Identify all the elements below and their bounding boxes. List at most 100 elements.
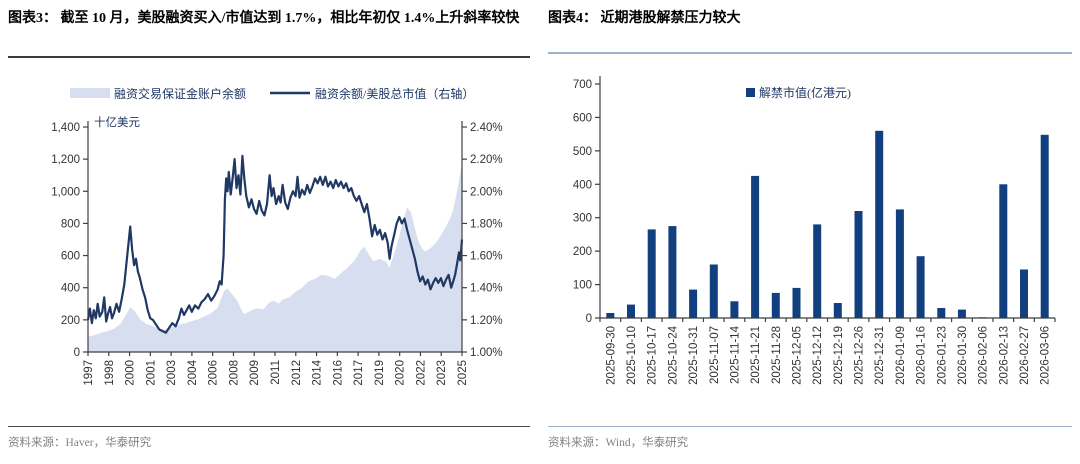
y-tick-label: 1.00%: [470, 347, 503, 359]
x-tick-label: 2025: [457, 360, 469, 386]
bar: [813, 224, 822, 318]
bar: [978, 317, 987, 318]
y-tick-label: 1,000: [51, 186, 80, 198]
axes: [599, 76, 1055, 319]
bar-series-unlock-value: [606, 130, 1049, 318]
figure-4-title-rule: [548, 52, 1072, 54]
y-tick-label: 400: [61, 283, 80, 295]
x-axis: 2025-09-30 2025-10-10 2025-10-17 2025-10-24…: [599, 318, 1056, 385]
margin-balance-dual-axis-chart: 02004006008001,0001,2001,4001.00%1.20%1.…: [51, 86, 503, 386]
area-series-margin-account-balance: [88, 161, 462, 352]
y-axis-left: 0 200 400 600 800 1,000 1,200 1,400: [51, 122, 88, 359]
bar: [1040, 134, 1049, 318]
y-tick-label: 0: [74, 347, 80, 359]
bar: [771, 292, 780, 318]
bar: [854, 211, 863, 318]
figure-4-panel: 图表4： 近期港股解禁压力较大 0 100 200 300 400 500 600 700 20…: [548, 6, 1072, 458]
x-tick-label: 2003: [166, 360, 178, 386]
x-tick-label: 2025-10-10: [626, 326, 638, 385]
x-tick-label: 2001: [145, 360, 157, 386]
y-axis: 0 100 200 300 400 500 600 700: [573, 79, 600, 325]
y-tick-label: 1.80%: [470, 218, 503, 230]
bar: [709, 264, 718, 318]
x-tick-label: 2025-09-30: [605, 326, 617, 385]
bar: [916, 256, 925, 318]
x-tick-label: 2026-01-23: [936, 326, 948, 385]
figure-4-title: 图表4： 近期港股解禁压力较大: [548, 11, 741, 26]
x-tick-label: 2025-11-07: [709, 326, 721, 384]
x-tick-label: 2025-12-19: [833, 326, 845, 385]
y-tick-label: 800: [61, 218, 80, 230]
line-series-margin-to-mktcap: [86, 154, 464, 334]
bar: [792, 287, 801, 318]
x-tick-label: 2008: [228, 360, 240, 386]
y-tick-label: 0: [586, 313, 592, 325]
y-tick-label: 1.40%: [470, 283, 503, 295]
x-tick-label: 2025-12-31: [874, 326, 886, 385]
x-tick-label: 2014: [312, 359, 324, 385]
y-tick-label: 2.40%: [470, 122, 503, 134]
x-tick-label: 2004: [187, 359, 199, 385]
x-tick-label: 2020: [395, 360, 407, 386]
left-axis-unit-label: 十亿美元: [94, 115, 140, 129]
bar: [606, 313, 615, 318]
bar: [668, 226, 677, 318]
y-tick-label: 2.20%: [470, 154, 503, 166]
x-tick-label: 2025-11-14: [729, 325, 741, 384]
x-tick-label: 2026-02-27: [1019, 326, 1031, 385]
x-tick-label: 1998: [104, 360, 116, 386]
x-tick-label: 2025-10-24: [667, 325, 679, 384]
x-tick-label: 2026-02-13: [998, 326, 1010, 385]
x-axis: 1997 1998 2000 2001 2003 2004 2006 2008 2009 2011…: [83, 352, 469, 386]
legend-bar-swatch: [746, 88, 755, 97]
bar: [1020, 269, 1028, 318]
y-axis-right: 1.00% 1.20% 1.40% 1.60% 1.80% 2.00% 2.20% 2.40%: [462, 122, 503, 359]
x-tick-label: 2025-11-21: [750, 326, 762, 384]
legend-area-swatch: [70, 88, 110, 98]
y-tick-label: 200: [573, 246, 592, 258]
legend-label-bars: 解禁市值(亿港元): [759, 85, 851, 100]
x-tick-label: 2026-01-16: [916, 326, 928, 385]
figure-4-source: 资料来源：Wind，华泰研究: [548, 426, 1072, 450]
hk-unlock-bar-chart: 0 100 200 300 400 500 600 700 2025-09-30 2025-10-…: [573, 76, 1056, 385]
bar: [627, 304, 635, 318]
legend: 融资交易保证金账户余额 融资余额/美股总市值（右轴）: [70, 86, 474, 101]
x-tick-label: 1997: [83, 360, 95, 386]
y-tick-label: 200: [61, 315, 80, 327]
figure-3-source: 资料来源：Haver，华泰研究: [8, 426, 530, 450]
bar: [999, 184, 1008, 318]
figure-3-title: 图表3： 截至 10 月，美股融资买入/市值达到 1.7%，相比年初仅 1.4%…: [8, 11, 520, 26]
x-tick-label: 2016: [332, 360, 344, 386]
y-tick-label: 600: [61, 251, 80, 263]
y-tick-label: 1,200: [51, 154, 80, 166]
x-tick-label: 2011: [270, 360, 282, 385]
figure-3-panel: 图表3： 截至 10 月，美股融资买入/市值达到 1.7%，相比年初仅 1.4%…: [8, 6, 530, 458]
bar: [895, 209, 904, 318]
x-tick-label: 2017: [353, 360, 365, 386]
y-tick-label: 2.00%: [470, 186, 503, 198]
y-tick-label: 1.60%: [470, 251, 503, 263]
x-tick-label: 2019: [374, 360, 386, 386]
legend-label-line: 融资余额/美股总市值（右轴）: [315, 86, 474, 101]
y-tick-label: 100: [573, 280, 592, 292]
x-tick-label: 2025-12-26: [854, 326, 866, 385]
y-tick-label: 1.20%: [470, 315, 503, 327]
bar: [689, 289, 698, 318]
bar: [833, 303, 842, 318]
bar: [751, 175, 760, 318]
y-tick-label: 1,400: [51, 122, 80, 134]
y-tick-label: 500: [573, 146, 592, 158]
legend-label-area: 融资交易保证金账户余额: [114, 86, 246, 101]
bar: [647, 229, 656, 318]
bar: [730, 301, 739, 318]
x-tick-label: 2025-12-05: [791, 326, 803, 385]
x-tick-label: 2023: [436, 360, 448, 386]
y-tick-label: 300: [573, 213, 592, 225]
x-tick-label: 2026-01-30: [957, 326, 969, 385]
bar: [957, 309, 966, 318]
x-tick-label: 2026-03-06: [1040, 326, 1052, 385]
legend: 解禁市值(亿港元): [746, 85, 851, 100]
x-tick-label: 2025-12-12: [812, 326, 824, 385]
x-tick-label: 2026-01-09: [895, 326, 907, 385]
x-tick-label: 2025-10-31: [688, 326, 700, 385]
